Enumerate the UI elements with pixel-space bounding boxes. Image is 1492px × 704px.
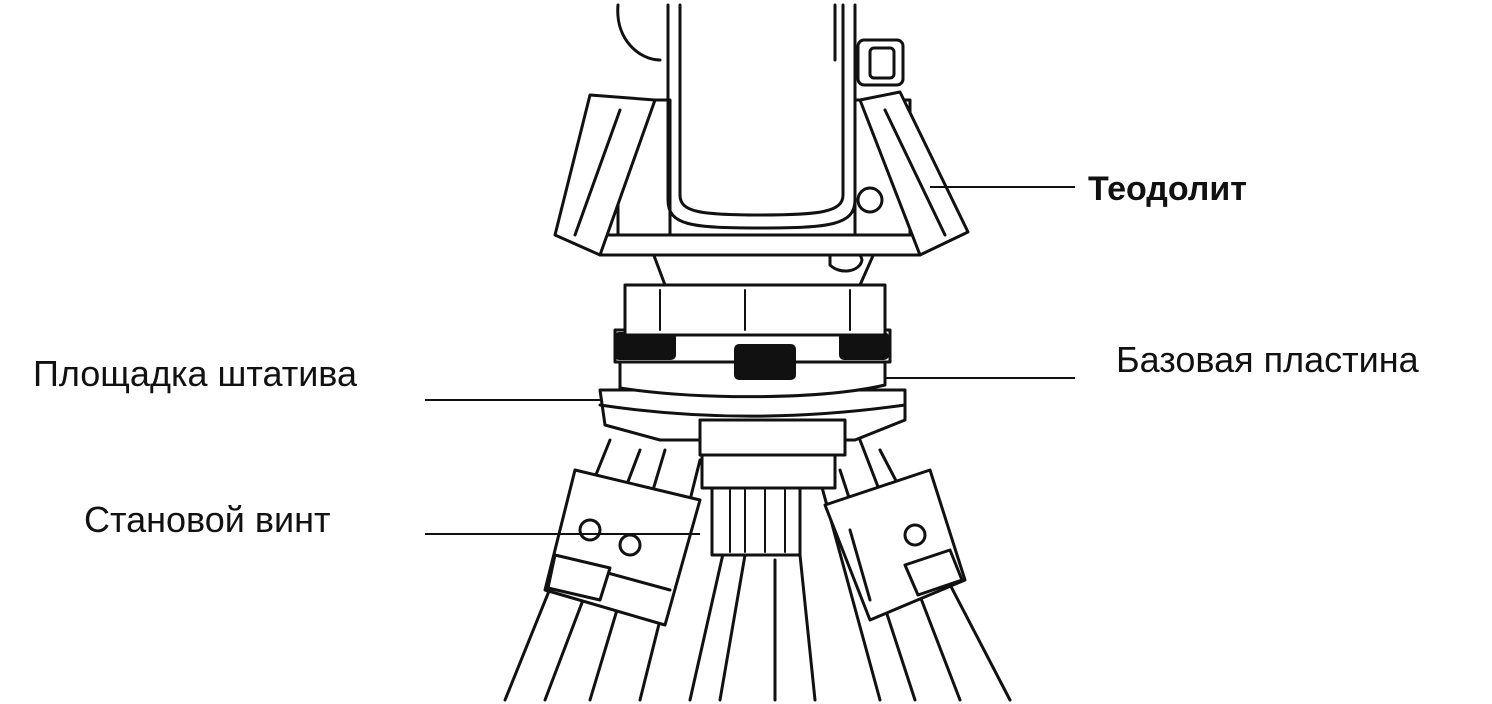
centering-screw bbox=[700, 448, 837, 557]
tripod-head bbox=[598, 388, 907, 457]
theodolite bbox=[553, 3, 970, 257]
label-theodolite: Теодолит bbox=[1088, 170, 1247, 208]
label-centering-screw: Становой винт bbox=[84, 499, 331, 540]
label-tripod-head: Площадка штатива bbox=[33, 353, 358, 394]
tribrach-base-plate bbox=[613, 238, 892, 399]
label-base-plate: Базовая пластина bbox=[1116, 339, 1419, 380]
tripod-legs bbox=[503, 438, 1012, 702]
